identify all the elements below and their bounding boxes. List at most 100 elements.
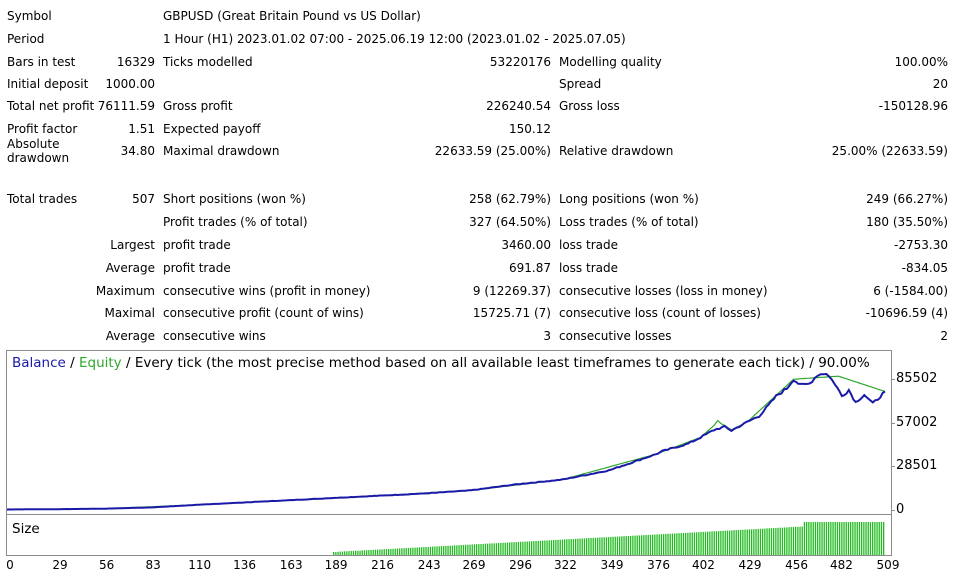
size-bar xyxy=(366,550,368,555)
size-bar xyxy=(493,543,495,555)
x-tick-label: 83 xyxy=(145,558,161,572)
size-bar xyxy=(678,533,680,555)
size-bar xyxy=(872,522,874,555)
size-bar xyxy=(418,547,421,555)
series-line-balance xyxy=(7,372,886,511)
size-bar xyxy=(709,531,711,555)
size-bar xyxy=(575,538,577,555)
size-bar xyxy=(414,547,416,555)
report-row-6-c1: Absolute drawdown xyxy=(7,137,70,165)
chart-title: Balance / Equity / Every tick (the most … xyxy=(12,355,870,371)
size-bar xyxy=(586,538,588,555)
size-bar xyxy=(599,537,601,555)
size-bar xyxy=(621,536,623,555)
report-row-9-c5: loss trade xyxy=(559,238,618,252)
size-bar xyxy=(821,522,823,555)
size-bar xyxy=(374,549,377,555)
size-bar xyxy=(423,547,425,555)
size-bar xyxy=(663,534,665,555)
size-bar xyxy=(834,522,836,555)
size-bar xyxy=(698,532,700,555)
size-bar xyxy=(667,533,669,555)
size-bar xyxy=(601,537,603,555)
size-bar xyxy=(647,534,649,555)
report-row-10-c6: -834.05 xyxy=(901,261,948,275)
size-bar xyxy=(674,533,676,555)
size-bar xyxy=(638,535,641,555)
report-row-9-c3: profit trade xyxy=(163,238,231,252)
size-bar xyxy=(535,541,537,555)
x-tick-label: 110 xyxy=(188,558,212,572)
y-tick-label: 28501 xyxy=(896,458,938,474)
size-bar xyxy=(335,551,337,555)
size-bar xyxy=(513,542,515,555)
size-bar xyxy=(350,551,352,555)
size-bar xyxy=(401,548,403,555)
size-bar xyxy=(522,541,524,555)
report-row-4-c2: 76111.59 xyxy=(97,99,155,113)
size-bar xyxy=(623,536,625,555)
size-bar xyxy=(361,550,363,555)
size-bar xyxy=(808,522,810,555)
size-bar xyxy=(671,533,674,555)
size-label: Size xyxy=(12,521,40,537)
report-row-4-c5: Gross loss xyxy=(559,99,620,113)
size-bar xyxy=(388,549,390,555)
report-row-2-c1: Bars in test xyxy=(7,55,76,69)
size-bar xyxy=(795,526,797,555)
size-bar xyxy=(612,536,614,555)
size-bar xyxy=(803,522,806,555)
size-bar xyxy=(440,546,443,555)
size-bar xyxy=(779,527,781,555)
size-bar xyxy=(458,545,460,555)
size-bar xyxy=(645,535,647,555)
report-row-0-c1: Symbol xyxy=(7,9,52,23)
size-bar xyxy=(564,539,566,555)
chart-title-equity: Equity xyxy=(78,355,122,371)
x-tick-label: 269 xyxy=(462,558,486,572)
size-bar xyxy=(357,550,359,555)
size-bar xyxy=(867,522,869,555)
size-bar xyxy=(878,522,880,555)
size-bar xyxy=(682,533,685,555)
size-bar xyxy=(502,542,504,555)
size-bar xyxy=(836,522,839,555)
size-bar xyxy=(676,533,678,555)
size-bar xyxy=(509,542,511,555)
y-tick-label: 0 xyxy=(896,502,905,517)
size-bar xyxy=(542,540,544,555)
size-bar xyxy=(654,534,656,555)
size-bar xyxy=(735,530,737,555)
report-row-6-c3: Maximal drawdown xyxy=(163,144,280,158)
size-bar xyxy=(625,536,627,555)
report-row-7-c5: Long positions (won %) xyxy=(559,192,699,206)
report-row-1-c1: Period xyxy=(7,32,45,46)
size-bar xyxy=(456,545,458,555)
size-bar xyxy=(632,535,634,555)
size-bar xyxy=(869,522,872,555)
size-bar xyxy=(568,539,570,555)
size-bar xyxy=(781,527,784,555)
size-bar xyxy=(465,544,467,555)
size-bar xyxy=(491,543,493,555)
size-bar xyxy=(696,532,698,555)
size-bar xyxy=(590,538,592,555)
report-row-12-c2: Maximal xyxy=(104,306,155,320)
size-bar xyxy=(559,539,561,555)
report-row-3-c2: 1000.00 xyxy=(105,77,155,91)
size-bar xyxy=(436,546,438,555)
size-bar xyxy=(489,543,491,555)
size-bar xyxy=(443,546,445,555)
size-bar xyxy=(555,539,557,555)
size-bar xyxy=(839,522,841,555)
report-row-12-c6: -10696.59 (4) xyxy=(865,306,948,320)
size-bar xyxy=(786,527,788,555)
size-bar xyxy=(616,536,619,555)
report-row-13-c2: Average xyxy=(105,329,155,343)
size-bar xyxy=(425,547,427,555)
size-bar xyxy=(759,528,762,555)
size-bar xyxy=(828,522,830,555)
report-row-13-c4: 3 xyxy=(543,329,551,343)
size-bar xyxy=(876,522,878,555)
report-row-7-c2: 507 xyxy=(132,192,155,206)
